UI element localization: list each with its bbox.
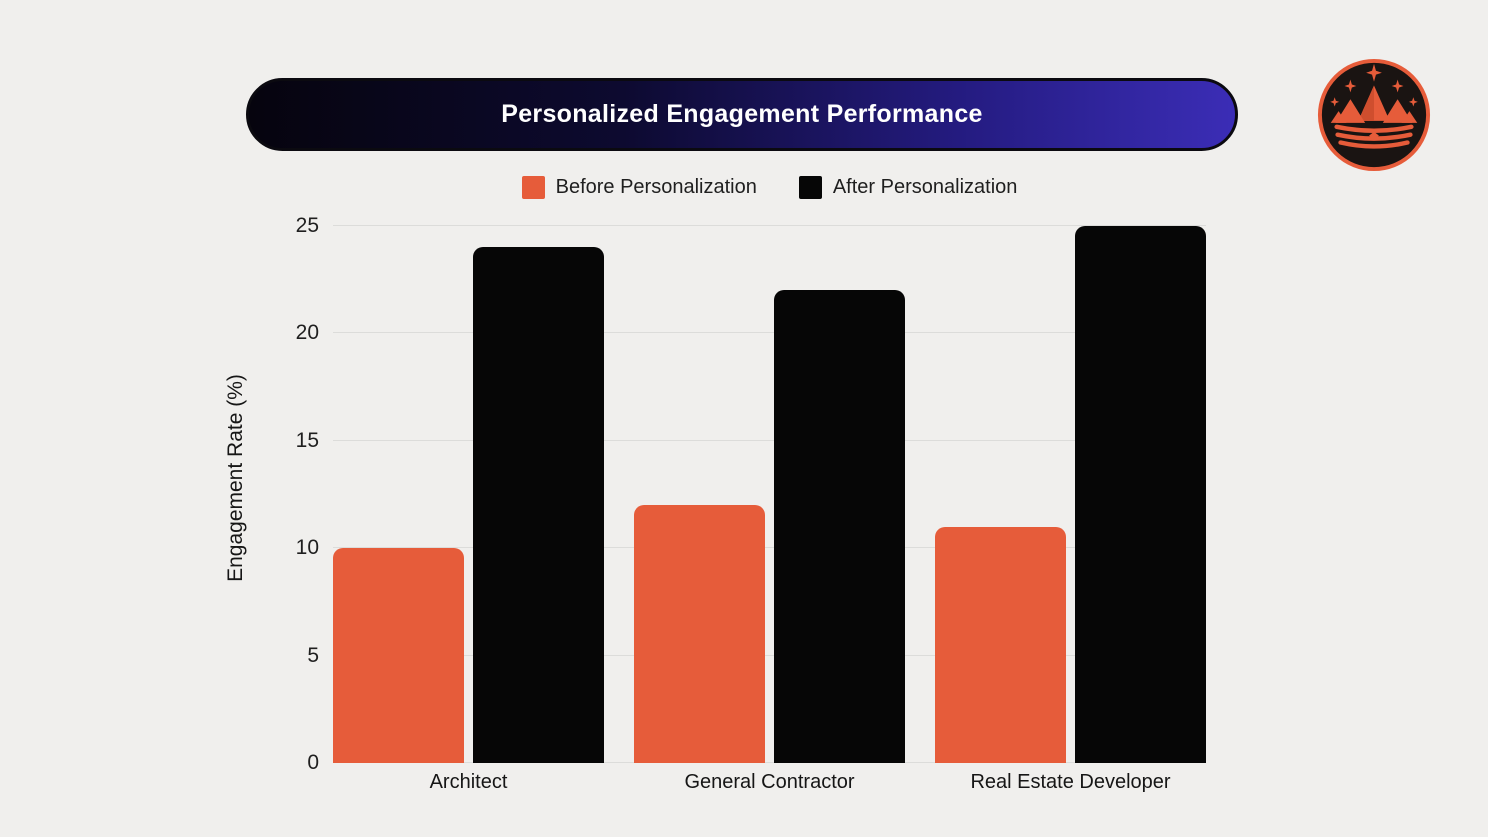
- legend-item-0: Before Personalization: [521, 176, 757, 199]
- crown-mountains-icon: [1317, 58, 1431, 172]
- y-tick-label-15: 15: [295, 428, 319, 452]
- y-tick-label-5: 5: [307, 643, 319, 667]
- bar-group-1: General Contractor: [634, 226, 905, 793]
- y-axis-title: Engagement Rate (%): [224, 374, 247, 582]
- bar-group-0: Architect: [333, 226, 604, 793]
- gridline-25: [333, 225, 1206, 226]
- chart-legend: Before Personalization After Personalizat…: [333, 176, 1206, 199]
- brand-logo: [1315, 56, 1433, 174]
- gridline-20: [333, 332, 1206, 334]
- bar-before-2: [935, 526, 1066, 763]
- bar-after-2: [1075, 226, 1206, 763]
- y-tick-label-25: 25: [295, 214, 319, 237]
- y-tick-label-0: 0: [307, 751, 319, 774]
- bar-after-1: [774, 290, 905, 763]
- bar-before-1: [634, 505, 765, 763]
- gridline-5: [333, 654, 1206, 656]
- y-tick-label-20: 20: [295, 321, 319, 345]
- legend-swatch-icon: [798, 176, 822, 199]
- bar-after-0: [473, 247, 604, 763]
- x-category-label-2: Real Estate Developer: [970, 771, 1171, 793]
- gridline-0: [333, 762, 1206, 763]
- x-category-label-1: General Contractor: [684, 771, 855, 793]
- legend-label: After Personalization: [832, 176, 1018, 198]
- y-tick-label-10: 10: [295, 536, 319, 560]
- gridline-15: [333, 439, 1206, 441]
- bar-before-0: [333, 548, 464, 763]
- plot-area: 0 5 10 15 20 25 Architect General Contractor Rea…: [296, 214, 1206, 793]
- legend-swatch-icon: [521, 176, 545, 199]
- chart-title: Personalized Engagement Performance: [501, 100, 983, 128]
- title-banner: Personalized Engagement Performance: [246, 78, 1238, 151]
- gridline-10: [333, 547, 1206, 549]
- bar-group-2: Real Estate Developer: [935, 226, 1206, 793]
- legend-label: Before Personalization: [555, 176, 757, 198]
- legend-item-1: After Personalization: [798, 176, 1018, 199]
- x-category-label-0: Architect: [429, 771, 508, 793]
